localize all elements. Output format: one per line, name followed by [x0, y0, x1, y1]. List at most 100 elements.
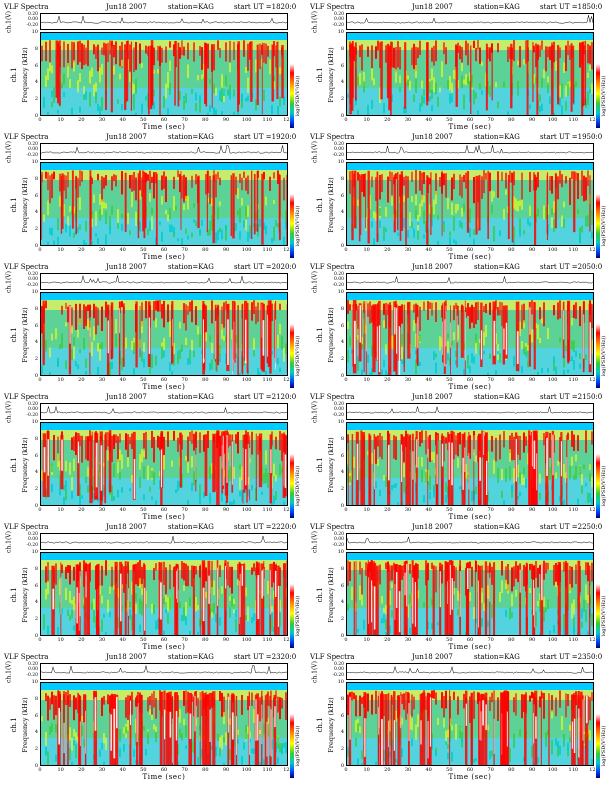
spectrogram-cell	[473, 607, 475, 620]
sferic-saturated	[388, 444, 390, 481]
spectrogram-cell	[461, 176, 463, 198]
spectrogram-cell	[243, 171, 245, 178]
timeseries-tick-label: 0.00	[27, 667, 38, 673]
time-tick-label: 60	[466, 377, 474, 383]
frequency-tick-label: 6	[340, 62, 344, 69]
spectrogram-upper-band	[41, 430, 287, 440]
spectrogram-cell	[197, 631, 199, 635]
sferic-saturated	[482, 700, 484, 726]
panel-title: VLF Spectra	[4, 393, 49, 401]
spectrogram-cell	[547, 599, 549, 609]
spectrogram-cell	[245, 725, 247, 740]
spectrogram-cell	[163, 597, 165, 605]
spectrogram-cell	[179, 728, 181, 738]
sferic-saturated	[462, 457, 464, 490]
timeseries-plot	[40, 533, 288, 550]
frequency-tick-label: 6	[34, 62, 38, 69]
spectrogram-cell	[141, 351, 143, 362]
spectrogram-cell	[201, 74, 203, 80]
timeseries-tick-label: -0.20	[26, 542, 38, 548]
spectrogram-cell	[219, 177, 221, 186]
spectrogram-cell	[463, 343, 465, 350]
spectrogram-cell	[401, 565, 403, 580]
frequency-tick-label: 10	[337, 549, 344, 555]
sferic-streak	[75, 175, 77, 234]
spectrogram-cell	[457, 433, 459, 457]
spectrogram-cell	[101, 176, 103, 202]
spectrogram-cell	[475, 757, 477, 762]
sferic-saturated	[241, 565, 243, 586]
sferic-streak	[271, 44, 274, 102]
spectrogram-cell	[353, 46, 355, 62]
spectrogram-heatmap	[41, 163, 287, 245]
spectrogram-cell	[273, 495, 275, 504]
spectrogram-cell	[69, 590, 71, 603]
sferic-streak	[407, 301, 411, 359]
spectrogram-cell	[385, 302, 387, 329]
sferic-streak	[484, 435, 486, 505]
spectrogram-cell	[401, 333, 403, 347]
panel-start-time: start UT =2250:0	[540, 523, 603, 531]
spectrogram-cell	[63, 41, 65, 68]
spectrogram-plot	[346, 422, 594, 506]
sferic-saturated	[412, 577, 414, 624]
spectrogram-panel: VLF Spectra Jun18 2007 station=KAG start UT…	[306, 132, 607, 262]
spectrogram-cell	[283, 743, 285, 748]
spectrogram-cell	[359, 695, 361, 717]
spectrogram-cell	[571, 456, 573, 466]
sferic-streak	[243, 434, 246, 493]
spectrogram-cell	[51, 90, 53, 98]
spectrogram-cell	[175, 40, 177, 68]
sferic-saturated	[571, 721, 574, 749]
sferic-saturated	[349, 696, 351, 740]
time-ticks: 0 10 20 30 40 50 60 70 80 90 100 110 120	[344, 637, 598, 644]
timeseries-ticks: 0.20 0.00 -0.20	[22, 402, 38, 421]
spectrogram-cell	[91, 240, 93, 245]
spectrogram-cell	[379, 432, 381, 457]
spectrogram-cell	[101, 595, 103, 604]
spectrogram-cell	[69, 615, 71, 621]
spectrogram-cell	[477, 301, 479, 320]
spectrogram-cell	[437, 622, 439, 626]
spectrogram-cell	[247, 606, 249, 622]
frequency-tick-label: 6	[340, 712, 344, 719]
spectrogram-cell	[443, 718, 445, 728]
spectrogram-cell	[475, 47, 477, 62]
spectrogram-cell	[463, 693, 465, 709]
spectrogram-cell	[279, 367, 281, 373]
spectrogram-cell	[461, 75, 463, 89]
spectrogram-cell	[501, 490, 503, 499]
sferic-saturated	[465, 703, 467, 726]
spectrogram-cell	[161, 231, 163, 242]
time-tick-label: 20	[78, 507, 85, 513]
spectrogram-cell	[227, 89, 229, 96]
spectrogram-cell	[473, 356, 475, 364]
spectrogram-cell	[135, 697, 137, 707]
spectrogram-cell	[73, 232, 75, 238]
time-tick-label: 60	[160, 507, 168, 513]
spectrogram-cell	[277, 170, 279, 185]
frequency-tick-label: 6	[34, 322, 38, 329]
spectrogram-cell	[259, 372, 261, 375]
sferic-streak	[421, 692, 426, 765]
spectrogram-cell	[181, 344, 183, 352]
sferic-streak	[584, 40, 587, 106]
spectrogram-cell	[557, 741, 559, 748]
spectrogram-cell	[153, 69, 155, 74]
frequency-tick-label: 10	[31, 159, 38, 165]
spectrogram-cell	[523, 432, 525, 453]
spectrogram-cell	[433, 199, 435, 215]
spectrogram-cell	[235, 618, 237, 633]
spectrogram-cell	[133, 93, 135, 110]
spectrogram-cell	[383, 226, 385, 239]
spectrogram-cell	[417, 563, 419, 579]
spectrogram-cell	[543, 693, 545, 719]
spectrogram-cell	[123, 727, 125, 734]
spectrogram-cell	[85, 242, 87, 245]
spectrogram-cell	[139, 454, 141, 470]
spectrogram-cell	[103, 761, 105, 765]
sferic-streak	[478, 692, 481, 765]
spectrogram-cell	[529, 172, 531, 193]
spectrogram-cell	[197, 75, 199, 81]
spectrogram-cell	[259, 43, 261, 70]
